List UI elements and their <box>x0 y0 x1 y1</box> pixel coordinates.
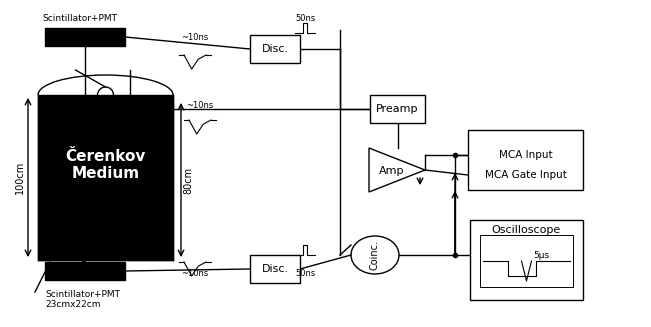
Text: 5μs: 5μs <box>533 251 549 261</box>
FancyBboxPatch shape <box>250 255 300 283</box>
Text: Disc.: Disc. <box>262 264 288 274</box>
Text: MCA Gate Input: MCA Gate Input <box>484 170 566 180</box>
Text: Disc.: Disc. <box>262 44 288 54</box>
FancyBboxPatch shape <box>45 262 125 280</box>
Text: Amp: Amp <box>380 166 405 176</box>
Text: Scintillator+PMT: Scintillator+PMT <box>42 14 117 23</box>
FancyBboxPatch shape <box>468 130 583 190</box>
FancyBboxPatch shape <box>470 220 583 300</box>
Text: Coinc.: Coinc. <box>370 240 380 270</box>
Text: 100cm: 100cm <box>15 161 25 194</box>
FancyBboxPatch shape <box>370 95 425 123</box>
FancyBboxPatch shape <box>38 95 173 260</box>
Text: ~10ns: ~10ns <box>186 101 214 110</box>
Text: Preamp: Preamp <box>376 104 419 114</box>
Text: Oscilloscope: Oscilloscope <box>492 225 561 235</box>
Text: 80cm: 80cm <box>183 166 193 194</box>
Text: 50ns: 50ns <box>295 269 315 278</box>
FancyBboxPatch shape <box>45 28 125 46</box>
Text: ~10ns: ~10ns <box>182 269 208 278</box>
Text: Scintillator+PMT
23cmx22cm: Scintillator+PMT 23cmx22cm <box>45 290 120 309</box>
Text: 50ns: 50ns <box>295 14 315 23</box>
Text: MCA Input: MCA Input <box>499 150 552 160</box>
FancyBboxPatch shape <box>480 235 573 287</box>
Text: ~10ns: ~10ns <box>182 33 208 42</box>
Text: Čerenkov
Medium: Čerenkov Medium <box>65 149 146 181</box>
FancyBboxPatch shape <box>250 35 300 63</box>
